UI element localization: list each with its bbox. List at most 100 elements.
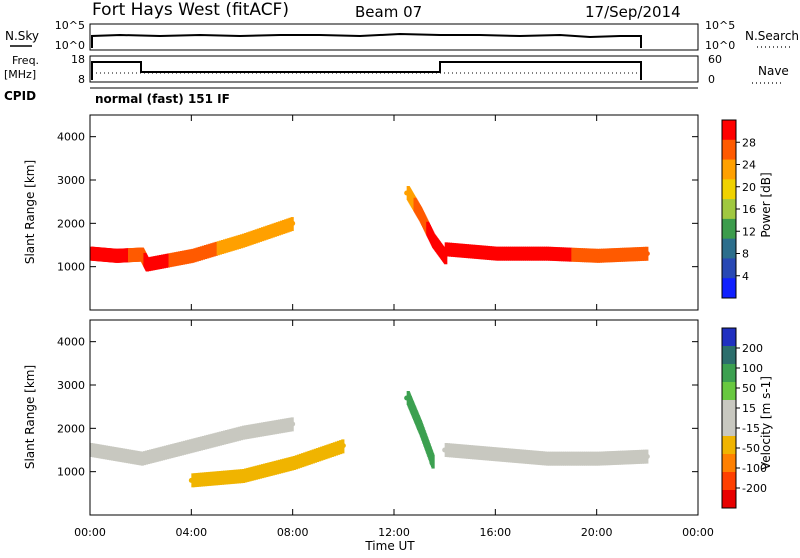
velocity-point bbox=[231, 469, 235, 484]
power-point bbox=[237, 234, 241, 249]
velocity-point bbox=[514, 448, 518, 463]
velocity-point bbox=[258, 464, 263, 479]
velocity-point bbox=[404, 395, 410, 401]
velocity-point bbox=[499, 447, 503, 462]
power-point bbox=[622, 247, 626, 262]
velocity-point bbox=[216, 471, 220, 486]
velocity-point bbox=[446, 443, 450, 458]
velocity-colorbar-cell bbox=[722, 454, 736, 473]
power-point bbox=[644, 251, 650, 257]
velocity-colorbar-tick-label: -100 bbox=[742, 462, 767, 475]
velocity-point bbox=[537, 450, 541, 465]
power-point bbox=[613, 248, 617, 263]
velocity-colorbar-cell bbox=[722, 400, 736, 419]
velocity-point bbox=[185, 440, 189, 455]
power-colorbar-cell bbox=[722, 120, 736, 141]
velocity-point bbox=[201, 472, 206, 487]
velocity-point bbox=[218, 470, 222, 485]
velocity-ylabel: Slant Range [km] bbox=[23, 365, 37, 469]
velocity-point bbox=[227, 470, 231, 485]
velocity-axis: 1000 2000 3000 4000 bbox=[57, 320, 699, 515]
power-point bbox=[90, 251, 93, 257]
velocity-point bbox=[212, 471, 216, 486]
power-point bbox=[210, 243, 214, 258]
power-point bbox=[172, 252, 176, 267]
velocity-point bbox=[476, 445, 480, 460]
power-point bbox=[112, 253, 118, 259]
velocity-point bbox=[284, 458, 288, 473]
power-point bbox=[636, 247, 640, 262]
velocity-point bbox=[550, 451, 554, 466]
power-point bbox=[183, 250, 187, 265]
velocity-point bbox=[233, 469, 237, 484]
power-point bbox=[256, 228, 260, 243]
power-point bbox=[491, 246, 495, 261]
velocity-point bbox=[273, 460, 277, 475]
velocity-point bbox=[556, 451, 560, 466]
velocity-point bbox=[598, 451, 602, 466]
velocity-panel-frame bbox=[89, 319, 699, 516]
power-point bbox=[459, 243, 463, 258]
nsearch-label: N.Search bbox=[745, 29, 799, 43]
power-point bbox=[275, 222, 279, 237]
date-title: 17/Sep/2014 bbox=[585, 3, 681, 21]
power-point bbox=[170, 252, 174, 267]
noise-tick-left-top: 10^5 bbox=[55, 19, 85, 32]
power-y-tick-label: 2000 bbox=[57, 217, 85, 230]
velocity-point bbox=[178, 441, 182, 456]
velocity-point bbox=[641, 449, 645, 464]
freq-label: Freq. bbox=[12, 54, 39, 67]
power-point bbox=[229, 237, 233, 252]
power-point bbox=[634, 247, 638, 262]
power-point bbox=[197, 246, 201, 261]
velocity-point bbox=[214, 432, 218, 447]
velocity-point bbox=[571, 451, 575, 466]
velocity-point bbox=[195, 472, 199, 487]
velocity-point bbox=[104, 445, 108, 460]
power-colorbar-cell bbox=[722, 258, 736, 279]
velocity-point bbox=[624, 450, 628, 465]
velocity-point bbox=[634, 450, 638, 465]
power-point bbox=[476, 245, 480, 260]
velocity-point bbox=[109, 446, 113, 461]
velocity-point bbox=[212, 433, 216, 448]
power-point bbox=[457, 243, 461, 258]
power-point bbox=[522, 246, 526, 261]
velocity-point bbox=[94, 443, 98, 458]
velocity-point bbox=[339, 440, 343, 455]
velocity-point bbox=[265, 463, 269, 478]
velocity-point bbox=[463, 444, 467, 459]
velocity-point bbox=[470, 445, 474, 460]
velocity-point bbox=[543, 456, 549, 462]
power-point bbox=[524, 246, 529, 261]
velocity-point bbox=[284, 418, 288, 433]
velocity-point bbox=[258, 422, 263, 437]
velocity-point bbox=[459, 444, 463, 459]
velocity-point bbox=[229, 428, 233, 443]
velocity-point bbox=[535, 450, 539, 465]
velocity-point bbox=[214, 471, 218, 486]
velocity-point bbox=[199, 472, 203, 487]
velocity-point bbox=[522, 449, 526, 464]
velocity-point bbox=[90, 447, 93, 453]
noise-tick-right-top: 10^5 bbox=[705, 19, 735, 32]
velocity-point bbox=[565, 451, 569, 466]
power-point bbox=[486, 245, 491, 260]
velocity-colorbar-cell bbox=[722, 328, 736, 347]
power-point bbox=[195, 247, 199, 262]
power-point bbox=[153, 256, 157, 271]
nave-tick-top: 60 bbox=[708, 53, 722, 66]
velocity-point bbox=[277, 419, 282, 434]
freq-trace bbox=[91, 61, 642, 80]
velocity-point bbox=[318, 447, 322, 462]
velocity-y-tick-label: 2000 bbox=[57, 422, 85, 435]
velocity-point bbox=[552, 451, 556, 466]
power-point bbox=[609, 248, 613, 263]
power-point bbox=[575, 247, 579, 262]
power-point bbox=[282, 219, 286, 234]
power-point bbox=[284, 219, 288, 234]
velocity-point bbox=[491, 446, 495, 461]
freq-panel bbox=[89, 55, 699, 83]
power-point bbox=[465, 244, 469, 259]
velocity-point bbox=[250, 424, 254, 439]
